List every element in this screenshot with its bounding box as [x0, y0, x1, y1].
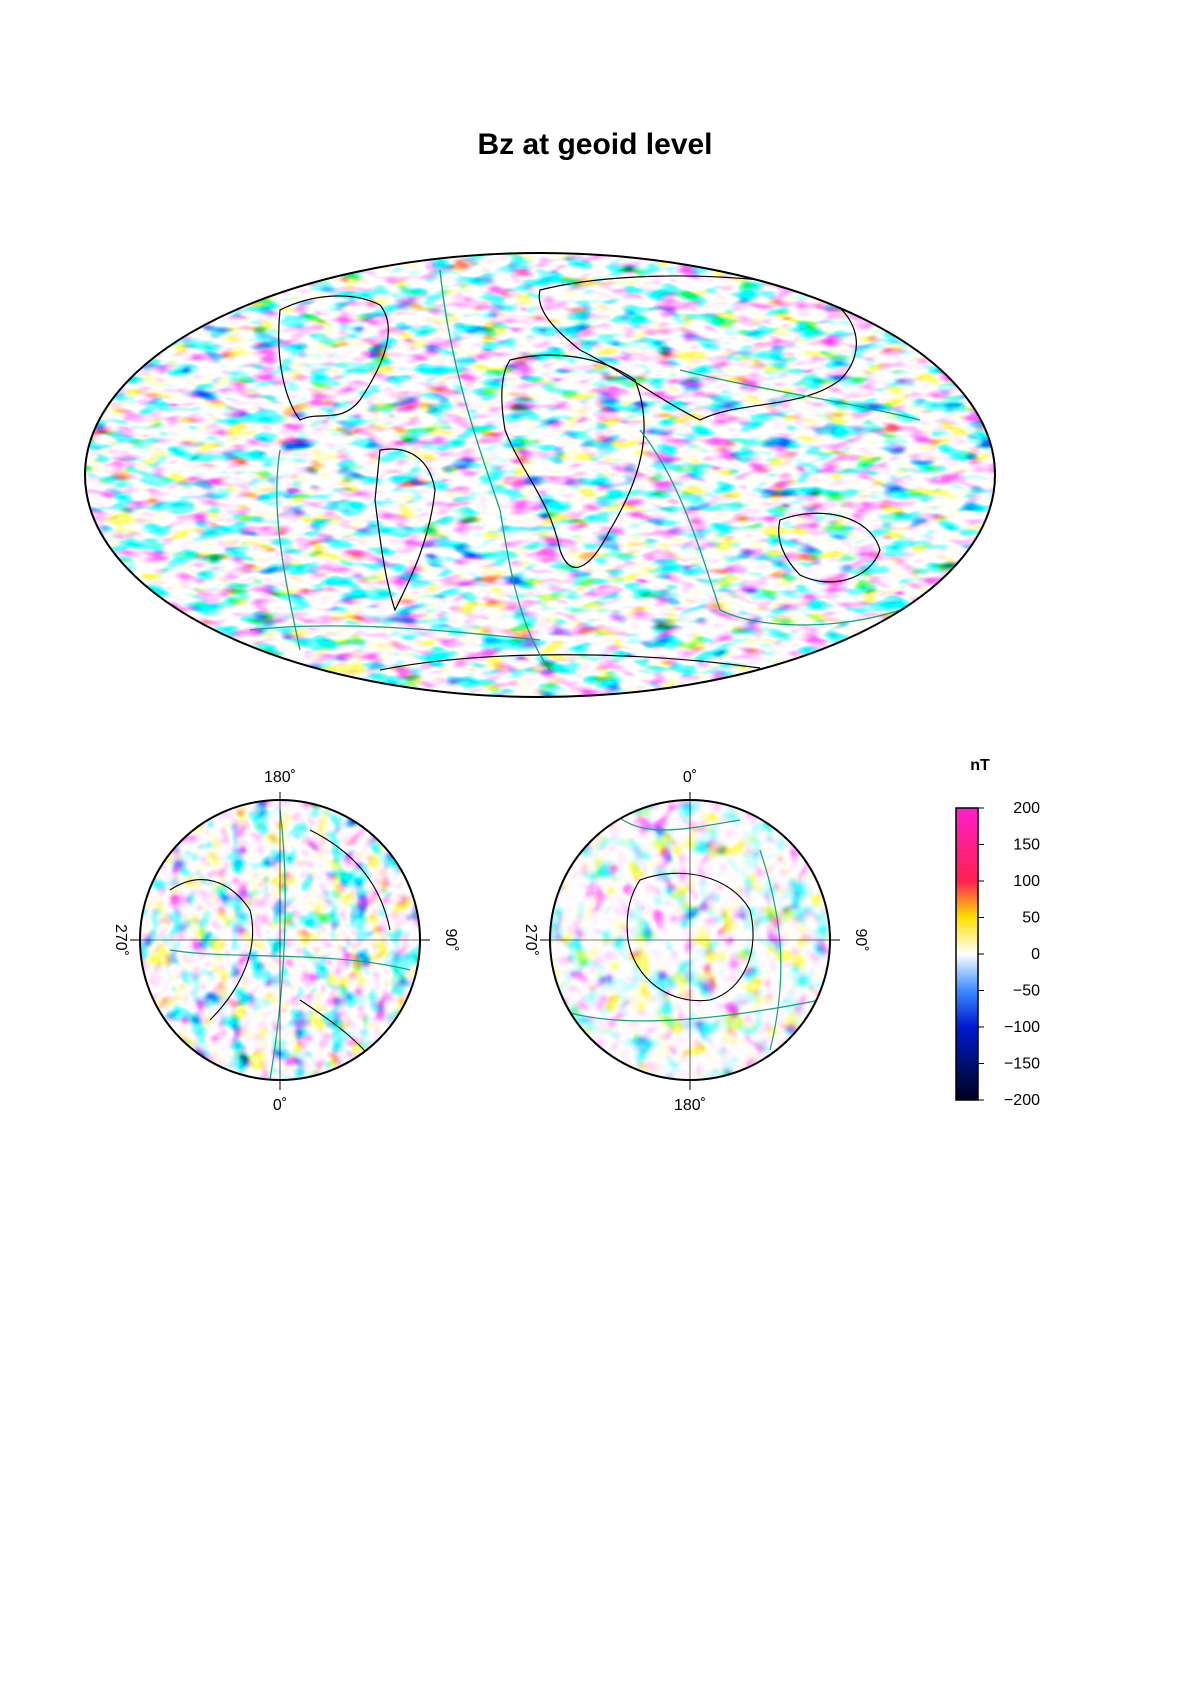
north-polar-label-top: 180˚ [264, 769, 296, 786]
mollweide-coastlines [278, 275, 881, 671]
colorbar-tick-label: 50 [1022, 910, 1040, 927]
south-polar-map: 0˚ 180˚ 270˚ 90˚ [522, 769, 869, 1114]
north-polar-label-left: 270˚ [112, 924, 129, 956]
colorbar-segment [956, 1063, 978, 1100]
mollweide-plate-boundaries [249, 269, 921, 671]
south-polar-label-bottom: 180˚ [674, 1097, 706, 1114]
colorbar-tick-label: −50 [1013, 983, 1040, 1000]
colorbar-segment [956, 1027, 978, 1064]
north-polar-label-bottom: 0˚ [273, 1097, 287, 1114]
page-title: Bz at geoid level [477, 128, 713, 161]
colorbar-tick-label: 150 [1013, 837, 1040, 854]
colorbar-ticks: 200 150 100 50 0 −50 −100 −150 −200 [978, 800, 1040, 1109]
north-polar-map: 180˚ 0˚ 270˚ 90˚ [112, 769, 459, 1114]
south-polar-label-right: 90˚ [852, 928, 869, 951]
colorbar-tick-label: 100 [1013, 873, 1040, 890]
colorbar-tick-label: −100 [1004, 1019, 1040, 1036]
colorbar-tick-label: −150 [1004, 1056, 1040, 1073]
colorbar-unit: nT [970, 757, 990, 774]
colorbar-segment [956, 808, 978, 845]
colorbar-segment [956, 881, 978, 918]
south-polar-label-left: 270˚ [522, 924, 539, 956]
colorbar-segments [956, 808, 978, 1100]
north-polar-label-right: 90˚ [442, 928, 459, 951]
mollweide-map [84, 252, 996, 698]
colorbar-tick-label: 200 [1013, 800, 1040, 817]
colorbar-tick-label: 0 [1031, 946, 1040, 963]
colorbar-tick-label: −200 [1004, 1092, 1040, 1109]
south-polar-label-top: 0˚ [683, 769, 697, 786]
colorbar-segment [956, 990, 978, 1027]
mollweide-frame [84, 252, 996, 698]
colorbar-segment [956, 954, 978, 991]
colorbar-segment [956, 917, 978, 954]
colorbar-segment [956, 844, 978, 881]
colorbar: nT 200 150 100 50 0 −50 −100 −150 −200 [955, 757, 1040, 1109]
